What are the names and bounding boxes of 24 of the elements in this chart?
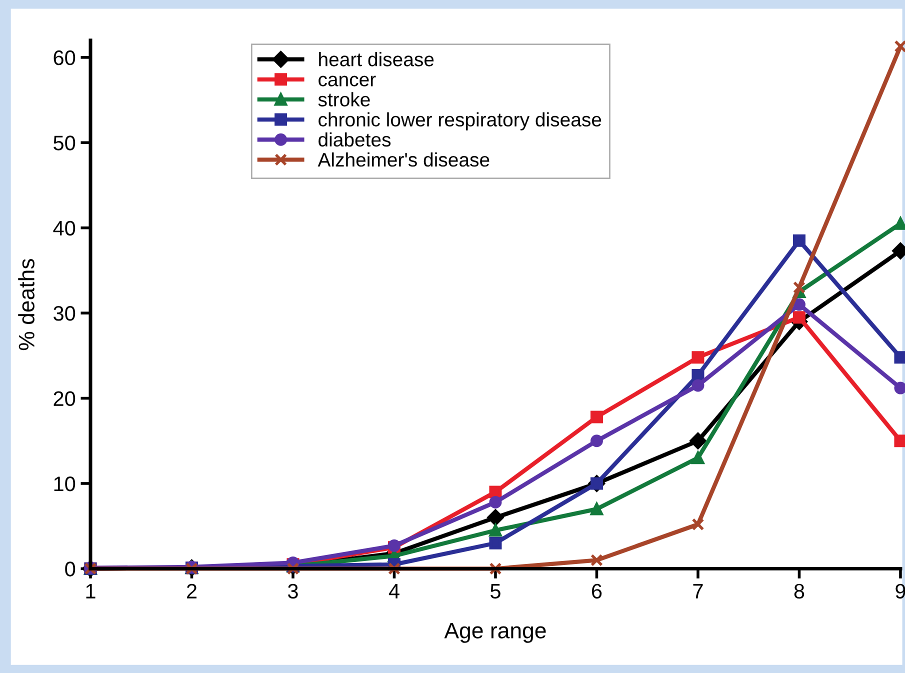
x-tick-label: 4 — [388, 584, 400, 598]
x-tick-label: 5 — [490, 584, 500, 599]
x-axis-title: Age range — [444, 622, 546, 643]
y-axis-title: % deaths — [18, 259, 34, 350]
y-tick-label: 40 — [53, 220, 76, 236]
y-tick-label: 20 — [54, 391, 76, 406]
legend-label: heart disease — [319, 52, 434, 66]
y-tick-label: 0 — [65, 562, 76, 576]
x-tick-label: 3 — [288, 584, 298, 599]
legend-label: stroke — [318, 92, 370, 106]
y-tick-label: 50 — [54, 136, 76, 150]
legend-label: chronic lower respiratory disease — [318, 112, 602, 130]
x-tick-label: 9 — [896, 584, 905, 599]
legend-label: Alzheimer's disease — [318, 152, 490, 167]
y-tick-label: 10 — [54, 476, 76, 492]
x-tick-label: 6 — [592, 584, 602, 599]
y-tick-label: 60 — [54, 50, 76, 66]
y-tick-label: 30 — [54, 306, 76, 321]
x-tick-label: 8 — [794, 584, 804, 599]
x-tick-label: 7 — [693, 584, 703, 598]
x-tick-label: 1 — [86, 584, 96, 598]
legend-label: cancer — [318, 76, 376, 86]
legend-label: diabetes — [318, 132, 391, 147]
x-tick-label: 2 — [187, 584, 196, 598]
